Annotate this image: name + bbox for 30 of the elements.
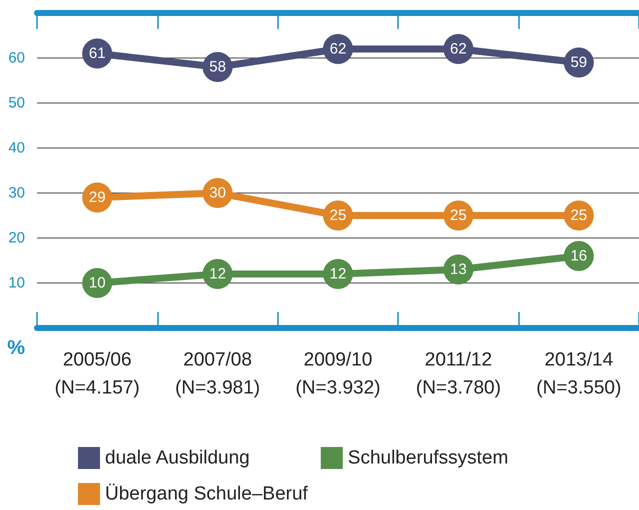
data-label: 12 (330, 266, 346, 282)
y-tick-label: 10 (8, 274, 25, 292)
data-label: 30 (209, 184, 226, 202)
data-label: 59 (570, 54, 588, 71)
data-label: 25 (570, 207, 588, 224)
data-label: 62 (330, 40, 346, 58)
data-label: 25 (450, 207, 467, 224)
data-label: 62 (450, 40, 467, 58)
legend-label: Übergang Schule–Beruf (105, 484, 309, 504)
y-tick-label: 60 (8, 50, 25, 66)
data-label: 25 (330, 207, 346, 224)
y-tick-label: 20 (8, 230, 25, 246)
x-tick-label: 2007/08 (N=3.981) (175, 350, 260, 398)
y-axis-title: % (7, 337, 26, 359)
y-tick-label: 40 (8, 140, 25, 156)
data-label: 16 (570, 248, 588, 264)
legend-label: Schulberufssystem (348, 448, 508, 468)
data-label: 12 (209, 266, 226, 282)
x-tick-label: 2013/14 (N=3.550) (536, 350, 622, 398)
legend-label: duale Ausbildung (105, 448, 250, 468)
data-label: 13 (450, 261, 467, 278)
x-tick-label: 2009/10 (N=3.932) (295, 350, 381, 398)
data-label: 10 (88, 274, 106, 292)
x-tick-label: 2011/12 (N=3.780) (416, 350, 501, 398)
data-label: 58 (209, 58, 226, 76)
data-label: 29 (88, 189, 106, 206)
y-tick-label: 50 (8, 94, 25, 112)
y-tick-label: 30 (8, 184, 25, 202)
data-label: 61 (88, 45, 106, 62)
x-tick-label: 2005/06 (N=4.157) (54, 350, 140, 398)
